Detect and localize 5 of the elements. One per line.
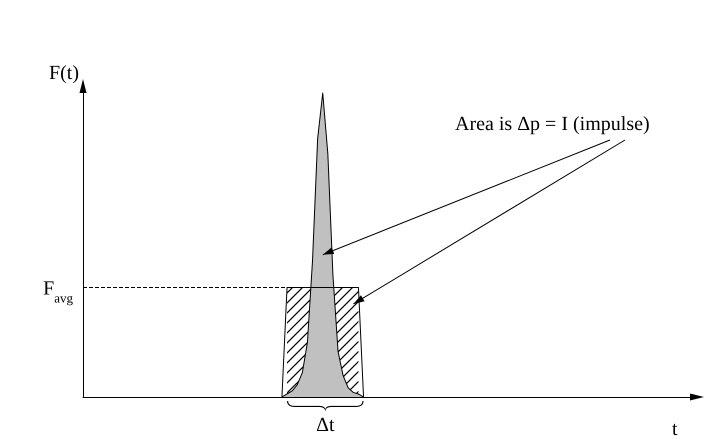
- ref-line-label: F$_{avg}$: [43, 278, 74, 306]
- y-axis-title: F(t): [49, 62, 79, 84]
- annotation: Area is Δp = I (impulse): [455, 113, 650, 135]
- x-axis-title: t: [672, 418, 678, 439]
- text: Δt: [316, 414, 335, 436]
